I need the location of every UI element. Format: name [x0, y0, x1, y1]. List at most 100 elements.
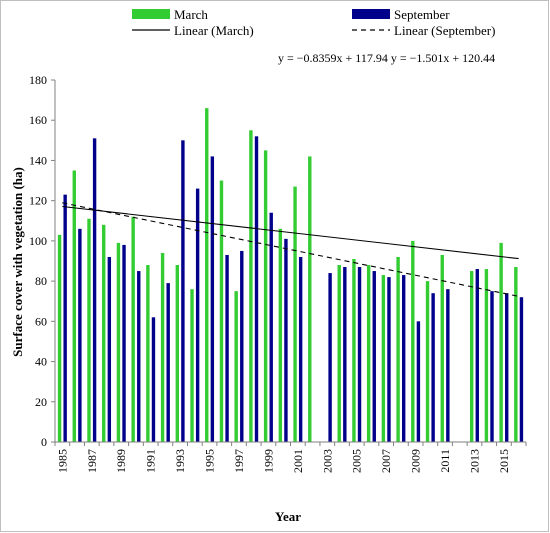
bars-layer — [57, 108, 524, 443]
trendline-linear-march — [62, 205, 519, 260]
trendline-linear-september — [62, 202, 519, 297]
bar-september-2004 — [343, 267, 347, 442]
bar-march-2005 — [352, 258, 356, 442]
bar-september-1993 — [181, 140, 185, 442]
bar-march-1991 — [146, 265, 150, 442]
bar-march-1990 — [131, 216, 135, 442]
x-tick-label-2015: 2015 — [497, 449, 511, 473]
bar-march-1993 — [175, 265, 180, 442]
y-tick-label-140: 140 — [29, 153, 47, 167]
x-tick-label-1985: 1985 — [55, 449, 69, 473]
bar-march-1994 — [190, 289, 194, 442]
y-tick-label-180: 180 — [29, 73, 47, 87]
bar-march-2008 — [396, 256, 400, 442]
y-tick-label-0: 0 — [41, 435, 47, 449]
bar-march-1988 — [102, 224, 106, 442]
bar-march-2015 — [499, 242, 503, 442]
bar-march-2002 — [308, 156, 312, 443]
bar-september-1990 — [137, 271, 141, 442]
x-tick-label-1989: 1989 — [114, 449, 128, 473]
bar-september-2013 — [475, 269, 479, 442]
bar-september-1996 — [225, 254, 229, 442]
bar-march-2013 — [469, 271, 474, 442]
bar-september-1987 — [92, 138, 97, 442]
x-tick-label-2013: 2013 — [467, 449, 481, 473]
bar-march-2011 — [440, 254, 444, 442]
legend-label-linear-march: Linear (March) — [174, 23, 254, 38]
x-tick-label-1987: 1987 — [85, 449, 99, 473]
bar-september-1994 — [195, 188, 200, 442]
x-tick-label-1991: 1991 — [144, 449, 158, 473]
legend-swatch-september — [352, 9, 390, 19]
bar-march-2000 — [278, 228, 283, 442]
bar-september-1997 — [240, 250, 244, 442]
legend-swatch-march — [132, 9, 170, 19]
x-tick-label-1997: 1997 — [232, 449, 246, 473]
x-tick-label-1993: 1993 — [173, 449, 187, 473]
bar-september-2006 — [372, 271, 376, 442]
x-tick-label-2011: 2011 — [438, 449, 452, 473]
bar-march-1997 — [234, 291, 238, 442]
y-tick-label-40: 40 — [35, 355, 47, 369]
y-tick-label-100: 100 — [29, 234, 47, 248]
bar-september-2001 — [298, 256, 303, 442]
bar-march-2007 — [381, 275, 386, 442]
bar-september-2010 — [431, 293, 435, 442]
y-tick-label-20: 20 — [35, 395, 47, 409]
bar-september-2009 — [416, 321, 421, 442]
y-axis-title: Surface cover with vegetation (ha) — [10, 167, 25, 357]
bar-march-2004 — [337, 265, 341, 442]
bar-september-2015 — [505, 293, 509, 442]
bar-march-1989 — [116, 242, 121, 442]
bar-september-2014 — [490, 291, 494, 442]
x-tick-label-2001: 2001 — [291, 449, 305, 473]
x-tick-label-1999: 1999 — [261, 449, 275, 473]
bar-march-2001 — [293, 186, 297, 442]
bar-september-2003 — [328, 273, 332, 442]
bar-september-1985 — [63, 194, 67, 442]
x-tick-label-2007: 2007 — [379, 449, 393, 473]
bar-march-1992 — [160, 252, 165, 442]
y-tick-label-60: 60 — [35, 314, 47, 328]
bar-march-1987 — [87, 218, 91, 442]
bar-march-1995 — [205, 108, 209, 442]
bar-march-2009 — [411, 240, 415, 442]
bar-september-2000 — [284, 238, 288, 442]
bar-march-1996 — [219, 180, 224, 442]
bar-march-1998 — [249, 130, 253, 442]
trendline-equations: y = −0.8359x + 117.94 y = −1.501x + 120.… — [278, 51, 495, 65]
bar-september-1989 — [122, 244, 126, 442]
x-tick-label-2003: 2003 — [320, 449, 334, 473]
bar-march-1986 — [72, 170, 76, 442]
bar-september-1998 — [254, 136, 259, 442]
bar-september-1999 — [269, 212, 273, 442]
bar-september-1995 — [210, 156, 215, 443]
y-tick-label-160: 160 — [29, 113, 47, 127]
bar-september-2011 — [446, 289, 450, 442]
bar-march-2010 — [425, 281, 430, 442]
bar-september-1991 — [151, 317, 156, 442]
bar-september-2016 — [519, 297, 524, 442]
bar-march-1999 — [263, 150, 268, 442]
legend-label-linear-september: Linear (September) — [394, 23, 495, 38]
y-tick-label-120: 120 — [29, 194, 47, 208]
bar-september-1986 — [78, 228, 82, 442]
x-axis-title: Year — [275, 509, 301, 524]
bar-march-1985 — [57, 234, 62, 442]
bar-september-1988 — [107, 256, 112, 442]
axes-layer: 0 20 40 60 80 100 120 140 160 180 1985 1987 1989 1991… — [29, 73, 527, 473]
trendlines-layer — [62, 202, 519, 297]
legend-label-september: September — [394, 7, 450, 22]
x-tick-label-2009: 2009 — [409, 449, 423, 473]
bar-september-1992 — [166, 283, 170, 442]
bar-march-2014 — [484, 269, 489, 442]
legend-label-march: March — [174, 7, 208, 22]
bar-march-2006 — [366, 265, 371, 442]
bar-september-2007 — [387, 277, 391, 442]
bar-september-2008 — [401, 275, 406, 442]
legend: March September Linear (March) Linear (S… — [132, 7, 495, 38]
bar-september-2005 — [357, 267, 362, 442]
y-tick-label-80: 80 — [35, 274, 47, 288]
